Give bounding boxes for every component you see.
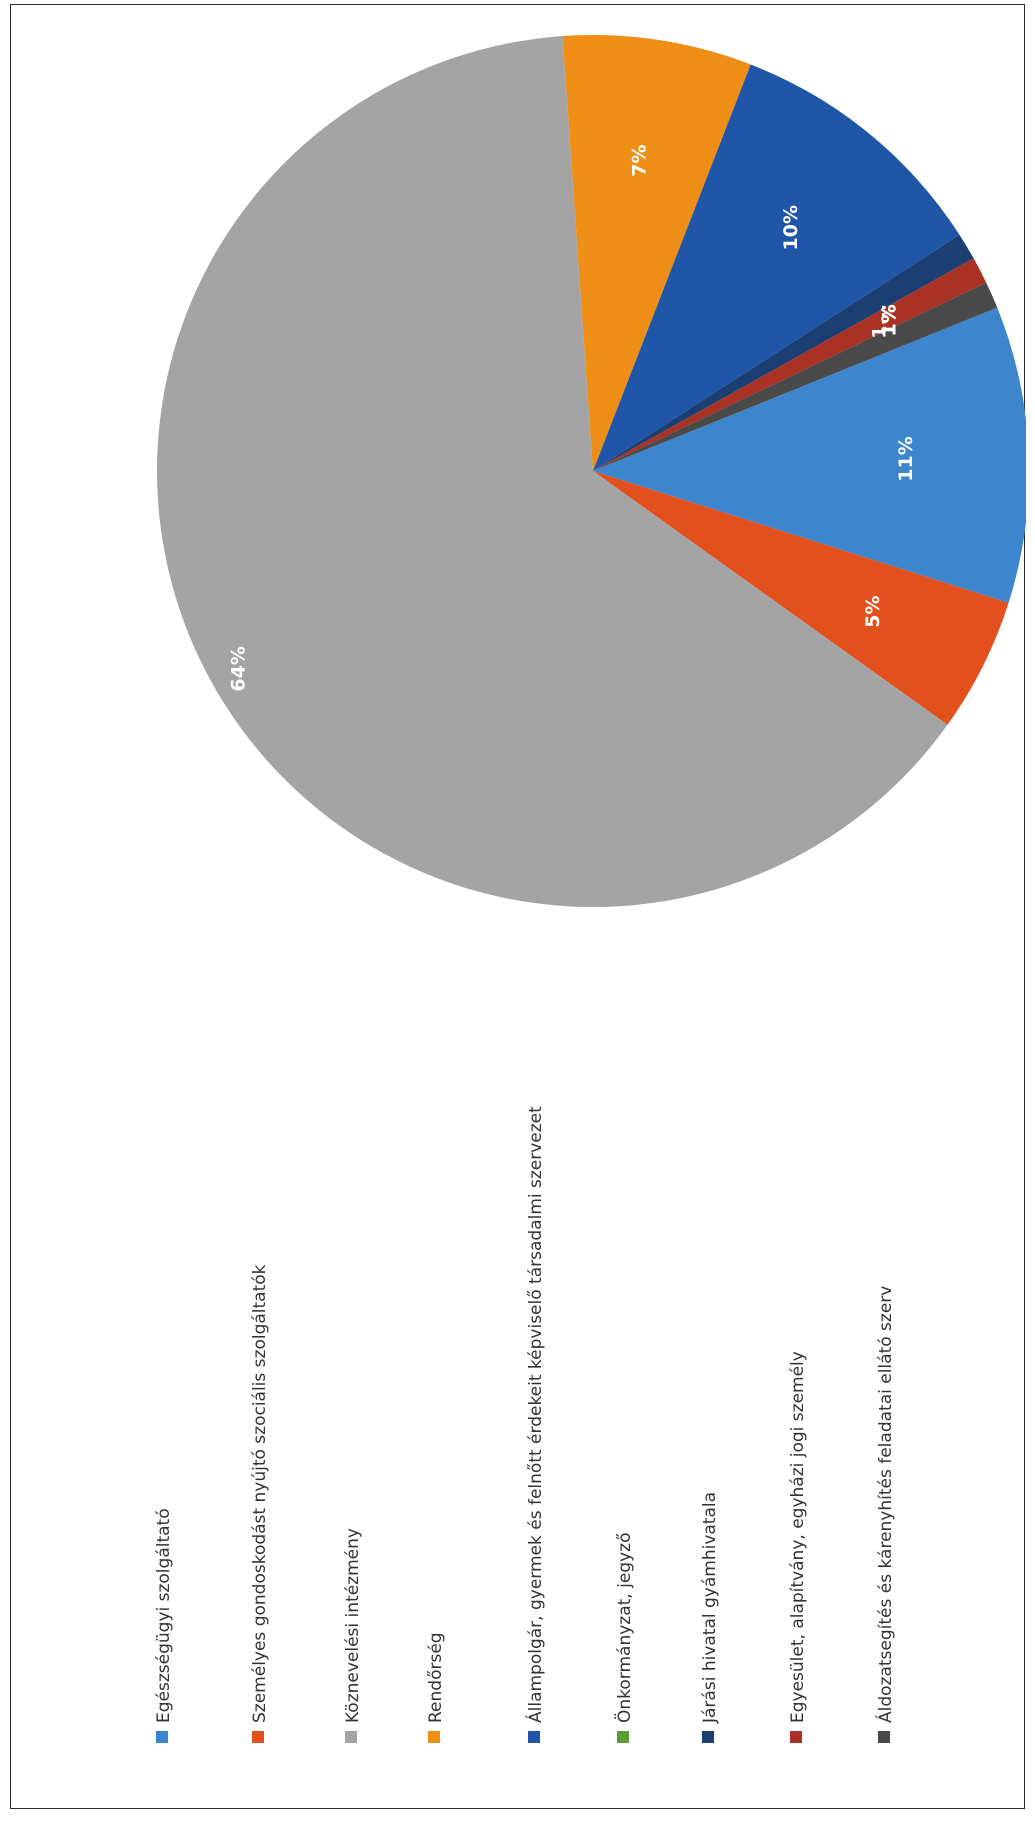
legend-swatch-9 [878, 1731, 890, 1743]
pie-group [156, 34, 1026, 908]
legend-label-8: Egyesület, alapítvány, egyházi jogi szem… [788, 1351, 808, 1723]
data-label-7: 1... [869, 304, 891, 339]
data-label-2: 5% [862, 595, 884, 627]
legend-swatch-5 [528, 1731, 540, 1743]
pie-slice-5 [593, 64, 960, 471]
legend-swatch-7 [702, 1731, 714, 1743]
pie-slice-9 [593, 282, 998, 471]
legend-label-1: Egészségügyi szolgáltató [154, 1508, 174, 1723]
legend-label-5: Állampolgár, gyermek és felnőtt érdekeit… [524, 1106, 546, 1723]
pie-chart: 11%5%64%7%10%1...1%1% Egészségügyi szolg… [154, 34, 1026, 1743]
legend-label-2: Személyes gondoskodást nyújtó szociális … [250, 1264, 270, 1723]
data-label-3: 64% [228, 646, 250, 691]
chart-frame: 11% 5% 64% 7% 10% 1... 1% 1% Egészségügyi szolg… [10, 4, 1026, 1809]
data-label-9: 1% [879, 304, 901, 336]
legend-label-9: Áldozatsegítés és kárenyhítés feladatai … [874, 1286, 896, 1723]
pie-slice-2 [593, 471, 1009, 725]
pie-slice-8 [593, 258, 987, 471]
legend-swatch-8 [790, 1731, 802, 1743]
legend-label-6: Önkormányzat, jegyző [613, 1533, 635, 1723]
legend-swatch-3 [345, 1731, 357, 1743]
pie-slice-3 [156, 36, 948, 908]
legend: Egészségügyi szolgáltató Személyes gondos… [154, 1106, 896, 1743]
legend-swatch-1 [156, 1731, 168, 1743]
data-label-8: 1% [878, 304, 900, 336]
pie-slice-1 [593, 307, 1026, 603]
legend-swatch-2 [252, 1731, 264, 1743]
legend-label-7: Járási hivatal gyámhivatala [700, 1492, 720, 1724]
legend-swatch-6 [617, 1731, 629, 1743]
data-label-5: 10% [780, 205, 802, 250]
legend-swatch-4 [428, 1731, 440, 1743]
data-labels: 11%5%64%7%10%1...1%1% [228, 144, 918, 691]
pie-slice-4 [562, 34, 751, 471]
data-label-4: 7% [628, 144, 650, 176]
data-label-1: 11% [895, 436, 917, 481]
legend-label-3: Köznevelési intézmény [343, 1528, 363, 1723]
pie-slice-7 [593, 234, 974, 471]
legend-label-4: Rendőrség [426, 1632, 446, 1723]
